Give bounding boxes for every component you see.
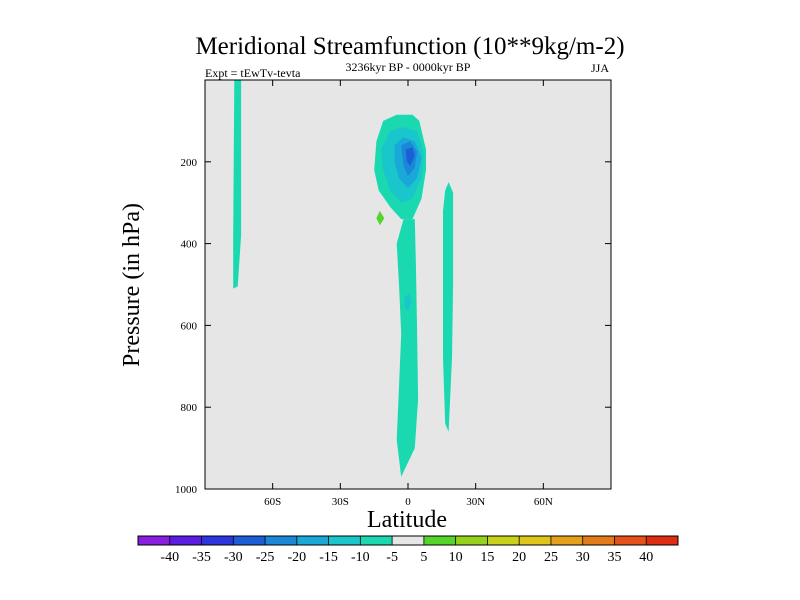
colorbar-label: 15 [480,550,494,565]
colorbar-label: 20 [512,550,526,565]
colorbar-swatch [169,536,202,545]
colorbar-label: 35 [607,550,621,565]
colorbar-swatch [233,536,266,545]
contour-equatorial-negative-column [396,219,419,477]
contour-equatorial-negative-spot [404,293,412,312]
y-axis-ticks: 200 400 600 800 1000 [175,157,611,496]
x-tick-label: 30N [466,496,485,508]
y-tick-label: 800 [181,402,198,414]
colorbar-label: 10 [449,550,463,565]
contour-regions [233,80,454,477]
colorbar-swatch [328,536,361,545]
colorbar-swatch [138,536,171,545]
colorbar-label: -20 [287,550,306,565]
colorbar-label: -15 [319,550,338,565]
colorbar-label: 5 [420,550,427,565]
colorbar-swatch [582,536,615,545]
x-axis-ticks: 60S 30S 0 30N 60N [264,80,553,508]
colorbar-swatch [360,536,393,545]
colorbar-swatch [487,536,520,545]
colorbar-label: -25 [256,550,275,565]
x-tick-label: 60S [264,496,281,508]
colorbar-swatch [455,536,488,545]
colorbar-swatch [296,536,329,545]
x-axis-label: Latitude [367,507,447,533]
colorbar: -40 -35 -30 -25 -20 -15 -10 -5 5 10 15 20 25 30 35 40 [137,535,679,565]
plot-area: 60S 30S 0 30N 60N 200 400 600 800 1000 [175,79,612,508]
colorbar-label: 40 [639,550,653,565]
season-label: JJA [591,61,609,75]
colorbar-label: -10 [351,550,370,565]
colorbar-swatch [265,536,298,545]
x-tick-label: 30S [332,496,349,508]
experiment-label: Expt = tEwTv-tevta [205,66,301,80]
colorbar-label: 30 [576,550,590,565]
colorbar-swatch [550,536,583,545]
y-tick-label: 1000 [175,484,198,496]
colorbar-label: -30 [224,550,243,565]
colorbar-label: -35 [192,550,211,565]
colorbar-label: -40 [160,550,179,565]
colorbar-frame [137,535,679,546]
y-tick-label: 200 [181,157,198,169]
contour-southern-negative-column [233,80,242,289]
x-tick-label: 0 [405,496,411,508]
colorbar-label: -5 [386,550,398,565]
contour-upper-negative-core-4 [405,147,415,166]
y-tick-label: 400 [181,239,198,251]
contour-positive-spot [376,210,385,226]
colorbar-swatch [519,536,552,545]
y-axis-label: Pressure (in hPa) [119,203,145,367]
colorbar-swatch [646,536,679,545]
colorbar-swatch [423,536,456,545]
colorbar-label: 25 [544,550,558,565]
colorbar-swatch [614,536,647,545]
colorbar-swatch [392,536,425,545]
period-label: 3236kyr BP - 0000kyr BP [346,60,471,74]
contour-northern-negative-column [443,182,454,432]
x-tick-label: 60N [534,496,553,508]
colorbar-swatch [201,536,234,545]
y-tick-label: 600 [181,320,198,332]
chart-title: Meridional Streamfunction (10**9kg/m-2) [195,33,624,60]
